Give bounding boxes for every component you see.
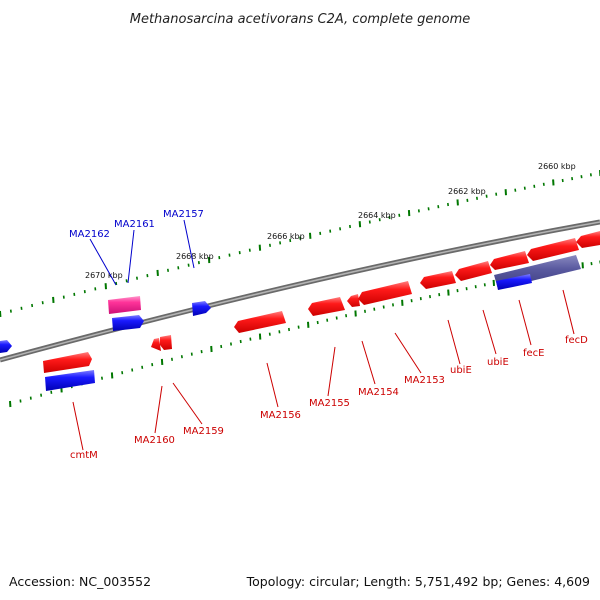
scale-label-2666: 2666 kbp (267, 232, 305, 241)
gene-MA2159[interactable] (160, 335, 172, 350)
accession-text: Accession: NC_003552 (9, 574, 151, 589)
gene-label-MA2161: MA2161 (114, 219, 155, 230)
gene-label-MA2162: MA2162 (69, 229, 110, 240)
gene-label-ubiE-1: ubiE (450, 365, 472, 376)
gene-MA2155[interactable] (308, 297, 345, 316)
gene-MA2162[interactable] (112, 315, 144, 331)
gene-fecD[interactable] (527, 238, 579, 261)
gene-label-cmtM: cmtM (70, 450, 98, 461)
gene-MA2156[interactable] (234, 311, 286, 333)
gene-fecE-reverse[interactable] (496, 274, 532, 290)
gene-label-fecD: fecD (565, 335, 588, 346)
gene-left-edge[interactable] (0, 340, 12, 353)
gene-MA2160[interactable] (151, 338, 161, 351)
leader-lines-forward (72, 289, 575, 451)
gene-cmtM[interactable] (45, 370, 95, 391)
gene-label-fecE: fecE (523, 348, 545, 359)
gene-label-MA2157: MA2157 (163, 209, 204, 220)
gene-MA2154[interactable] (347, 294, 360, 307)
leader-lines-reverse (89, 219, 195, 286)
gene-label-ubiE-2: ubiE (487, 357, 509, 368)
gene-ubiE-2[interactable] (455, 261, 492, 281)
gene-MA2157[interactable] (192, 301, 211, 316)
scale-label-2668: 2668 kbp (176, 252, 214, 261)
genome-backbone-highlight (0, 221, 600, 361)
scale-label-2660: 2660 kbp (538, 162, 576, 171)
gene-right-edge[interactable] (576, 231, 600, 248)
gene-label-MA2159: MA2159 (183, 426, 224, 437)
genome-backbone (0, 219, 600, 363)
map-title: Methanosarcina acetivorans C2A, complete… (130, 12, 471, 27)
gene-label-MA2160: MA2160 (134, 435, 175, 446)
gene-label-MA2156: MA2156 (260, 410, 301, 421)
gene-MA2161[interactable] (108, 296, 141, 314)
scale-label-2664: 2664 kbp (358, 211, 396, 220)
gene-cmtM-upper[interactable] (43, 352, 92, 373)
gene-label-MA2153: MA2153 (404, 375, 445, 386)
scale-label-2670: 2670 kbp (85, 271, 123, 280)
forward-strand-ticks (0, 170, 600, 318)
gene-ubiE-1[interactable] (420, 271, 456, 289)
gene-label-MA2155: MA2155 (309, 398, 350, 409)
scale-label-2662: 2662 kbp (448, 187, 486, 196)
topology-text: Topology: circular; Length: 5,751,492 bp… (246, 574, 590, 589)
gene-MA2153[interactable] (358, 281, 412, 305)
gene-label-MA2154: MA2154 (358, 387, 399, 398)
gene-fecE[interactable] (490, 251, 529, 270)
